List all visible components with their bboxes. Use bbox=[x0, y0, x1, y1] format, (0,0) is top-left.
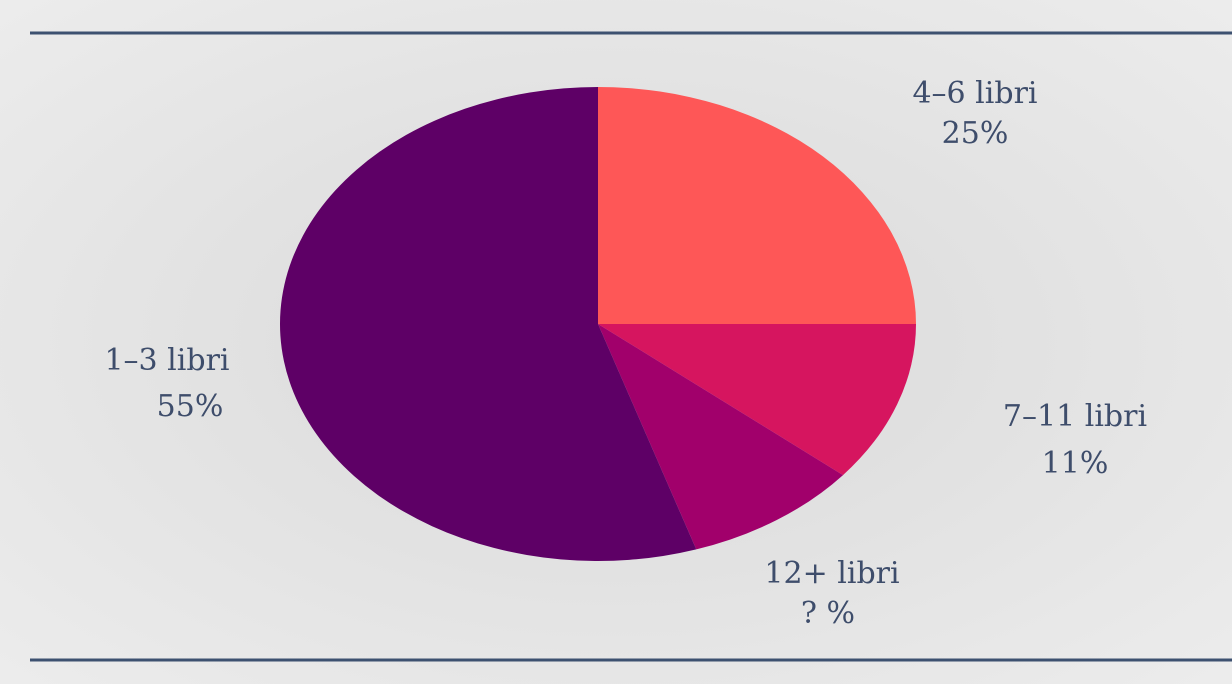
slice-label: 7–11 libri bbox=[1003, 399, 1147, 434]
pie-slice bbox=[598, 87, 916, 324]
pie-slice bbox=[279, 87, 697, 561]
slice-label: 12+ libri bbox=[764, 556, 899, 591]
slice-label: 1–3 libri bbox=[104, 343, 229, 378]
slice-value-label: 25% bbox=[942, 116, 1009, 151]
slice-value-label: 11% bbox=[1042, 446, 1109, 481]
pie-slice bbox=[598, 324, 916, 476]
pie-slice bbox=[598, 324, 844, 550]
slice-label: 4–6 libri bbox=[912, 76, 1037, 111]
slice-value-label: ? % bbox=[801, 596, 855, 631]
slice-value-label: 55% bbox=[157, 389, 224, 424]
